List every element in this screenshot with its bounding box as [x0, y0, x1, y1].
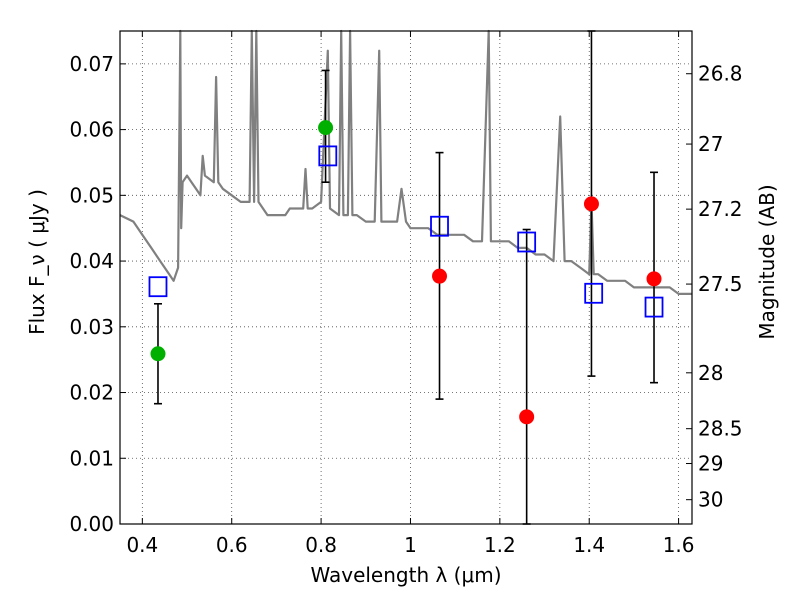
data-point-circle [150, 346, 166, 362]
right-tick-label: 28 [698, 361, 723, 385]
x-tick-label: 1.2 [484, 533, 516, 557]
data-point-square [584, 282, 604, 304]
right-tick-label: 30 [698, 488, 723, 512]
x-tick-label: 0.4 [126, 533, 158, 557]
data-point-square [644, 296, 664, 318]
right-tick-label: 27.5 [698, 272, 743, 296]
y-axis-right-title: Magnitude (AB) [755, 184, 779, 339]
y-tick-label: 0.03 [69, 315, 114, 339]
y-tick-label: 0.01 [69, 446, 114, 470]
right-tick-label: 27 [698, 132, 723, 156]
x-tick-label: 0.8 [305, 533, 337, 557]
data-point-circle [318, 120, 334, 136]
x-tick-label: 0.6 [216, 533, 248, 557]
data-point-square [517, 231, 537, 253]
right-tick-label: 27.2 [698, 197, 743, 221]
data-point-square [318, 145, 338, 167]
right-tick-label: 26.8 [698, 62, 743, 86]
right-tick-label: 29 [698, 452, 723, 476]
x-tick-label: 1.6 [663, 533, 695, 557]
y-tick-label: 0.05 [69, 183, 114, 207]
x-tick-label: 1 [404, 533, 417, 557]
tick-layer: 0.4 0.6 0.8 1 1.2 1.4 1.6 0.00 0.01 0.02 0.03 0.04 0… [69, 31, 743, 557]
x-tick-label: 1.4 [573, 533, 605, 557]
data-point-circle [519, 409, 535, 425]
y-tick-label: 0.00 [69, 512, 114, 536]
data-point-circle [646, 271, 662, 287]
data-point-circle [583, 196, 599, 212]
x-axis-title: Wavelength λ (μm) [310, 563, 501, 587]
y-tick-label: 0.04 [69, 249, 114, 273]
y-tick-label: 0.07 [69, 52, 114, 76]
y-tick-label: 0.06 [69, 118, 114, 142]
right-tick-label: 28.5 [698, 417, 743, 441]
y-axis-title: Flux F_ν ( μJy ) [25, 189, 49, 335]
y-tick-label: 0.02 [69, 381, 114, 405]
marker-layer [148, 120, 664, 425]
data-point-square [148, 276, 168, 298]
plot-frame [119, 30, 693, 525]
data-point-square [430, 215, 449, 237]
data-point-circle [432, 268, 448, 284]
